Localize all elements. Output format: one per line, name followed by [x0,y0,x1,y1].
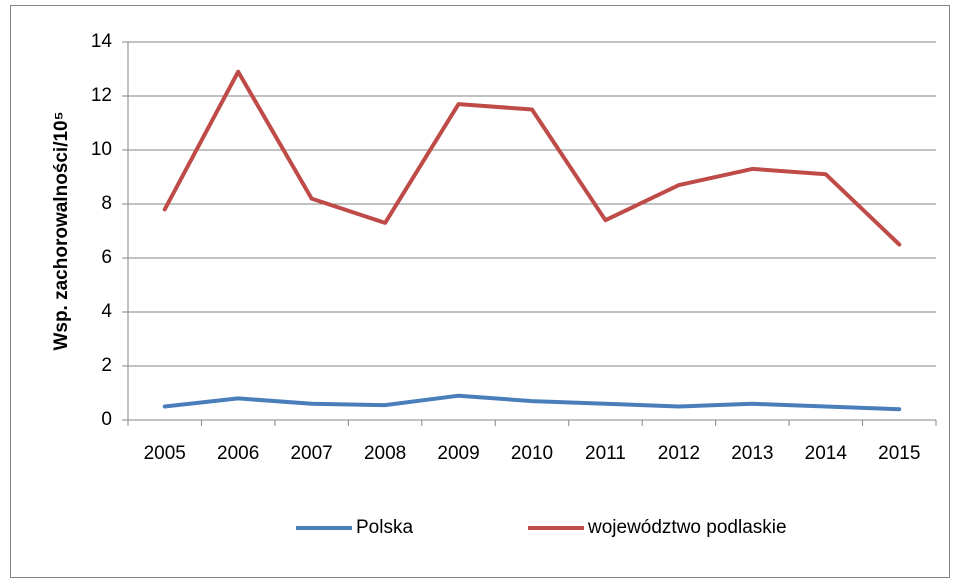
x-tick-label: 2009 [437,443,479,464]
x-tick-label: 2011 [585,443,626,464]
x-tick-label: 2007 [290,443,332,464]
x-tick-label: 2010 [511,443,553,464]
line-series [162,393,902,412]
y-tick-label: 12 [91,85,112,106]
x-tick-label: 2015 [878,443,920,464]
y-tick-label: 14 [91,31,113,52]
x-tick-label: 2013 [731,443,773,464]
chart-frame [10,5,950,578]
y-tick-label: 8 [101,193,112,214]
x-tick-label: 2012 [658,443,700,464]
x-tick-label: 2005 [144,443,186,464]
y-axis-label: Wsp. zachorowalności/10⁵ [51,111,72,350]
y-tick-label: 0 [101,409,112,430]
x-tick-label: 2014 [805,443,848,464]
y-tick-label: 6 [101,247,112,268]
y-tick-label: 2 [101,355,112,376]
x-tick-label: 2006 [217,443,259,464]
y-tick-label: 10 [91,139,112,160]
line-series [162,69,902,247]
legend-label: województwo podlaskie [587,517,787,538]
legend-label: Polska [356,517,413,538]
x-tick-label: 2008 [364,443,406,464]
y-tick-label: 4 [101,301,112,322]
